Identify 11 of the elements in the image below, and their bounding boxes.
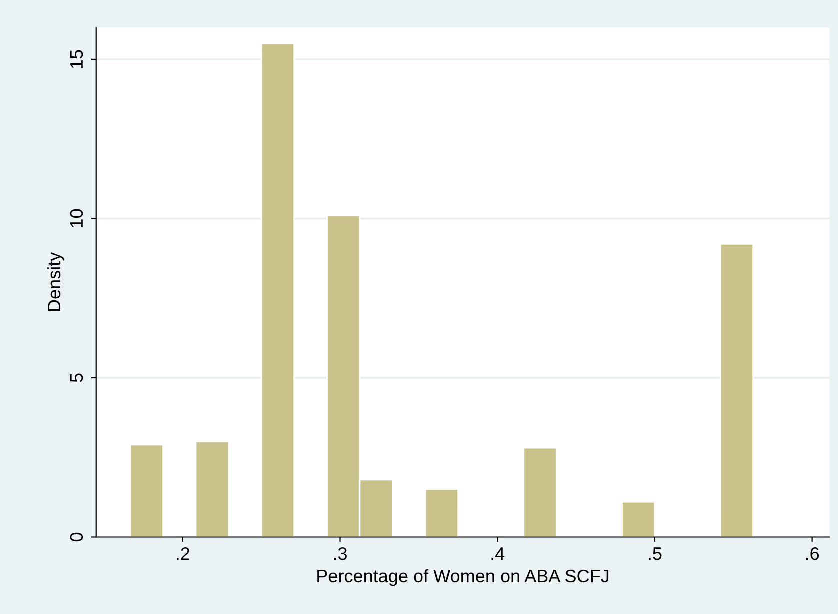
x-tick-label: .6 xyxy=(806,547,820,560)
y-tick-label: 0 xyxy=(70,532,84,542)
y-tick-label: 15 xyxy=(70,50,84,68)
y-tick-label: 10 xyxy=(70,209,84,228)
x-tick-label: .5 xyxy=(649,548,662,560)
x-axis-title: Percentage of Women on ABA SCFJ xyxy=(318,569,609,586)
x-tick-label: .2 xyxy=(177,547,190,560)
x-tick-label: .3 xyxy=(334,547,347,560)
y-axis-title: Density xyxy=(47,252,64,312)
x-tick-label: .4 xyxy=(492,548,505,560)
y-tick-label: 5 xyxy=(70,374,84,382)
